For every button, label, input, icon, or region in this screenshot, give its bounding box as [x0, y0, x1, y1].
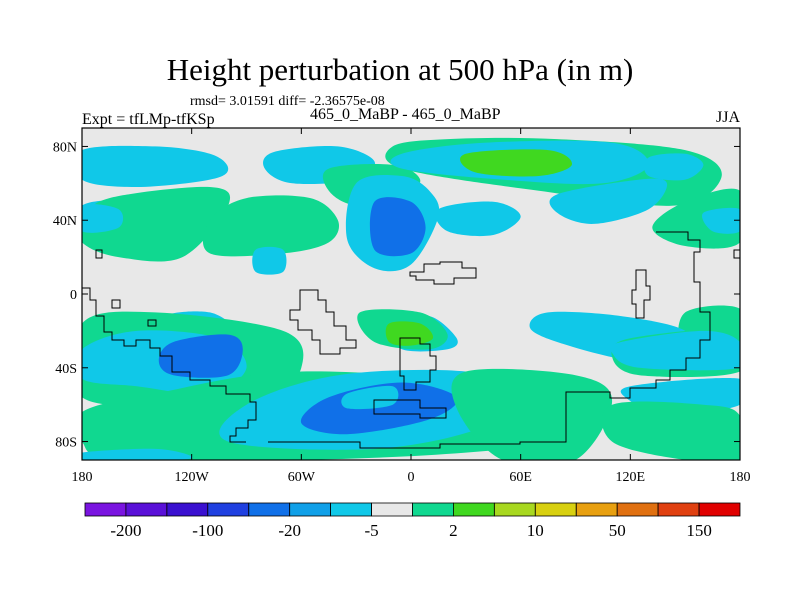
contour-region-36: [82, 448, 193, 460]
contour-region-22: [460, 149, 573, 177]
colorbar-box-9: [452, 502, 495, 517]
colorbar-label-6: 50: [609, 521, 626, 540]
contour-fills: [82, 137, 740, 460]
center-label: 465_0_MaBP - 465_0_MaBP: [310, 106, 501, 123]
contour-region-27: [702, 207, 740, 234]
contour-region-12: [369, 197, 426, 257]
contour-region-13: [252, 246, 287, 275]
colorbar-box-14: [657, 502, 700, 517]
colorbar-box-6: [330, 502, 372, 517]
contour-region-24: [549, 178, 668, 224]
contour-region-0: [82, 145, 229, 187]
colorbar-label-7: 150: [686, 521, 712, 540]
colorbar-label-3: -5: [365, 521, 379, 540]
x-tick-label-3: 0: [408, 470, 415, 485]
contour-region-25: [644, 153, 704, 181]
contour-region-18: [300, 382, 458, 435]
x-tick-label-1: 120W: [175, 470, 210, 485]
contour-region-23: [435, 201, 521, 237]
colorbar-box-12: [575, 502, 618, 517]
colorbar-box-13: [616, 502, 659, 517]
x-axis: 180 120W 60W 0 60E 120E 180: [72, 128, 751, 485]
x-tick-label-4: 60E: [509, 470, 532, 485]
contour-region-29: [82, 203, 124, 233]
contour-region-19: [341, 385, 399, 410]
colorbar-box-15: [698, 502, 741, 517]
contour-region-9: [202, 195, 340, 257]
colorbar-box-10: [493, 502, 536, 517]
contour-region-15: [385, 321, 434, 346]
colorbar-box-3: [207, 502, 250, 517]
coastline-central: [289, 289, 357, 355]
coastline-islands: [95, 249, 740, 327]
coastline-africa: [399, 337, 437, 391]
contour-region-33: [609, 330, 740, 371]
colorbar-box-0: [84, 502, 127, 517]
coastline-eurasia: [409, 261, 477, 285]
colorbar-box-2: [166, 502, 209, 517]
contour-region-35: [601, 401, 740, 460]
chart-title: Height perturbation at 500 hPa (in m): [166, 52, 634, 87]
colorbar-label-2: -20: [278, 521, 301, 540]
colorbar-label-4: 2: [449, 521, 458, 540]
colorbar: -200 -100 -20 -5 2 10 50 150: [84, 502, 741, 540]
coastlines: [82, 231, 740, 449]
y-axis: 80N 40N 0 40S 80S: [53, 140, 740, 451]
colorbar-box-4: [248, 502, 291, 517]
contour-region-26: [652, 188, 740, 249]
x-tick-label-5: 120E: [616, 470, 646, 485]
contour-region-5: [82, 186, 231, 262]
colorbar-box-7: [371, 502, 413, 517]
coastline-indian: [631, 269, 651, 319]
colorbar-label-5: 10: [527, 521, 544, 540]
colorbar-label-0: -200: [110, 521, 141, 540]
colorbar-box-11: [534, 502, 577, 517]
colorbar-box-8: [412, 502, 454, 517]
coastline-antarctica: [268, 231, 711, 449]
y-tick-label-3: 40S: [55, 362, 77, 377]
coastline-americas: [82, 287, 257, 443]
y-tick-label-0: 80N: [53, 140, 77, 155]
colorbar-box-5: [289, 502, 332, 517]
y-tick-label-4: 80S: [55, 436, 77, 451]
colorbar-box-1: [125, 502, 168, 517]
experiment-label: Expt = tfLMp-tfKSp: [82, 111, 215, 128]
stats-label: rmsd= 3.01591 diff= -2.36575e-08: [190, 94, 385, 109]
y-tick-label-2: 0: [70, 288, 77, 303]
contour-region-8: [158, 334, 243, 378]
y-tick-label-1: 40N: [53, 214, 77, 229]
x-tick-label-2: 60W: [288, 470, 316, 485]
colorbar-label-1: -100: [192, 521, 223, 540]
coastline-antarctic-peninsula: [373, 399, 447, 419]
season-label: JJA: [715, 109, 740, 126]
x-tick-label-6: 180: [730, 470, 751, 485]
x-tick-label-0: 180: [72, 470, 93, 485]
